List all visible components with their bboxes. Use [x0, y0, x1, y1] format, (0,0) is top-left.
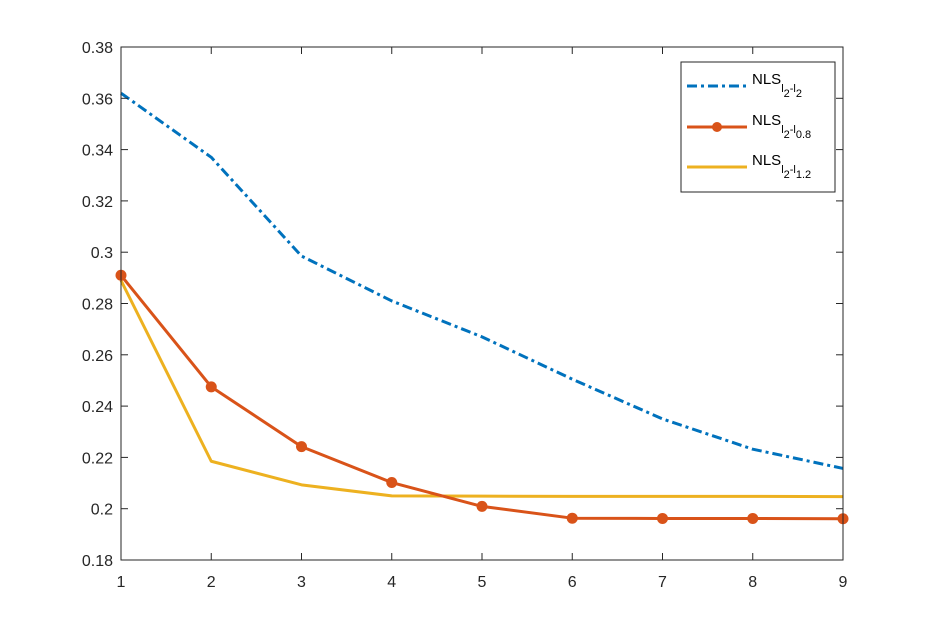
legend-sub-3d: 1.2 [796, 169, 811, 181]
series-line-1 [120, 91, 844, 470]
y-tick-label: 0.38 [82, 40, 113, 57]
legend-sub-1c: -l [790, 83, 796, 95]
series-2-point [476, 500, 488, 512]
legend-sub-1b: 2 [784, 88, 790, 100]
series-2-point [386, 477, 398, 489]
series-2-point [205, 381, 217, 393]
x-tick-label: 3 [297, 574, 306, 591]
x-tick-label: 5 [478, 574, 487, 591]
series-2-point [566, 512, 578, 524]
x-tick-label: 2 [207, 574, 216, 591]
y-tick-label: 0.2 [91, 502, 113, 519]
legend-main-series-3: NLS [752, 152, 781, 169]
legend-sub-1d: 2 [796, 88, 802, 100]
series-2-point [747, 512, 759, 524]
series-line-3 [119, 279, 844, 499]
legend-sub-3a: l [781, 164, 783, 176]
y-tick-label: 0.32 [82, 194, 113, 211]
x-tick-label: 6 [568, 574, 577, 591]
legend-sub-2a: l [781, 124, 783, 136]
x-tick-label: 8 [748, 574, 757, 591]
y-axis: 0.18 0.2 0.22 0.24 0.26 0.28 0.3 0.32 0.34 0.36 0.… [82, 40, 843, 570]
y-tick-label: 0.3 [91, 245, 113, 262]
series-2-point [657, 512, 668, 524]
y-tick-label: 0.36 [82, 91, 113, 108]
legend-sub-3b: 2 [784, 169, 790, 181]
x-tick-label: 1 [117, 574, 126, 591]
legend-label-series-3: NLSl2-l1.2 [752, 152, 811, 181]
legend-sub-1a: l [781, 83, 783, 95]
series-2-point [296, 441, 307, 453]
legend-sub-3c: -l [790, 164, 796, 176]
y-tick-label: 0.34 [82, 143, 113, 160]
x-tick-label: 4 [387, 574, 396, 591]
legend-sub-2b: 2 [784, 129, 790, 141]
legend-label-series-1: NLSl2-l2 [752, 71, 802, 100]
legend-main-series-1: NLS [752, 71, 781, 88]
y-tick-label: 0.24 [82, 399, 113, 416]
legend-main-series-2: NLS [752, 112, 781, 129]
legend-marker-series-2 [712, 122, 722, 132]
y-tick-label: 0.28 [82, 297, 113, 314]
x-axis: 1 2 3 4 5 6 7 8 9 [117, 47, 848, 591]
series-layer [115, 91, 849, 525]
legend-sub-2d: 0.8 [796, 129, 811, 141]
legend: NLSl2-l2 NLSl2-l0.8 NLSl2-l1.2 [680, 61, 836, 193]
legend-label-series-2: NLSl2-l0.8 [752, 112, 811, 141]
x-tick-label: 9 [839, 574, 848, 591]
legend-sub-2c: -l [790, 124, 796, 136]
y-tick-label: 0.26 [82, 348, 113, 365]
y-tick-label: 0.18 [82, 553, 113, 570]
x-tick-label: 7 [658, 574, 667, 591]
y-tick-label: 0.22 [82, 450, 113, 467]
